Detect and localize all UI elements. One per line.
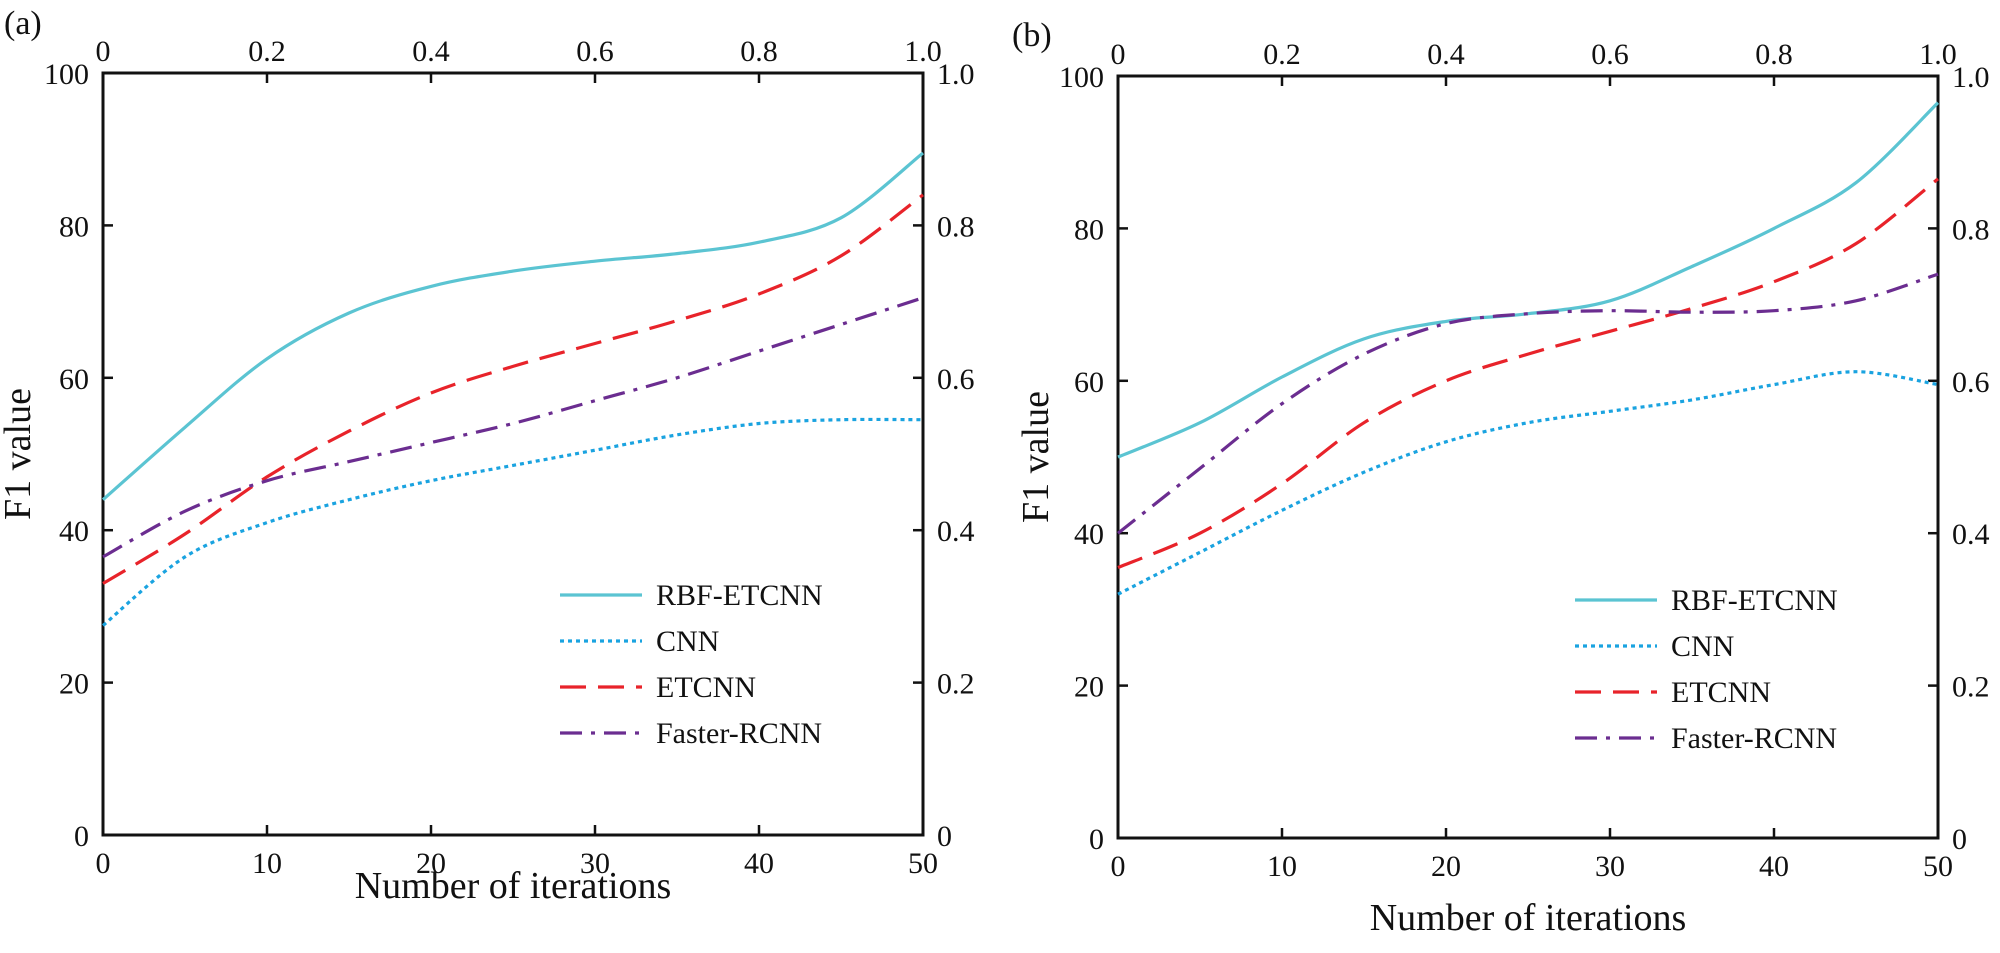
right-tick-label: 0.4: [937, 515, 975, 548]
top-tick-label: 0.4: [1427, 38, 1465, 71]
series-line-rbf-etcnn: [1117, 101, 1940, 459]
top-tick-label: 0.6: [1591, 38, 1629, 71]
y-axis-title: F1 value: [0, 388, 39, 520]
y-tick-label: 40: [1074, 518, 1104, 551]
y-tick-label: 20: [59, 668, 89, 701]
series-line-etcnn: [1117, 177, 1939, 569]
right-tick-label: 0.2: [937, 668, 975, 701]
right-tick-label: 0.8: [1952, 213, 1990, 246]
legend-label: ETCNN: [1671, 676, 1771, 709]
top-tick-label: 0.2: [1263, 38, 1301, 71]
panel-label: (a): [4, 5, 42, 42]
legend-label: ETCNN: [656, 671, 756, 704]
series-line-rbf-etcnn: [101, 151, 924, 501]
legend: RBF-ETCNN CNN ETCNN Faster-RCNN: [560, 579, 823, 750]
y-tick-label: 60: [59, 363, 89, 396]
y-tick-label: 80: [59, 210, 89, 243]
top-tick-label: 1.0: [1919, 38, 1957, 71]
right-tick-label: 0.2: [1952, 671, 1990, 704]
legend-label: RBF-ETCNN: [656, 579, 823, 612]
right-tick-label: 0.6: [1952, 366, 1990, 399]
top-tick-label: 0.8: [1755, 38, 1793, 71]
legend-label: Faster-RCNN: [1671, 722, 1837, 755]
top-tick-label: 0: [1111, 38, 1126, 71]
top-tick-label: 0.4: [412, 35, 450, 68]
x-tick-label: 0: [96, 847, 111, 880]
top-tick-label: 1.0: [904, 35, 942, 68]
y-tick-label: 80: [1074, 213, 1104, 246]
legend-label: CNN: [1671, 630, 1734, 663]
right-tick-label: 1.0: [1952, 61, 1990, 94]
x-tick-label: 40: [1759, 850, 1789, 883]
top-tick-label: 0.6: [576, 35, 614, 68]
right-tick-label: 0.8: [937, 210, 975, 243]
x-tick-label: 0: [1111, 850, 1126, 883]
series-line-cnn: [101, 417, 924, 627]
y-tick-label: 40: [59, 515, 89, 548]
legend: RBF-ETCNN CNN ETCNN Faster-RCNN: [1575, 584, 1838, 755]
x-tick-label: 40: [744, 847, 774, 880]
legend-label: Faster-RCNN: [656, 717, 822, 750]
legend-label: CNN: [656, 625, 719, 658]
x-tick-label: 30: [1595, 850, 1625, 883]
x-tick-label: 10: [1267, 850, 1297, 883]
x-axis-title: Number of iterations: [1370, 897, 1687, 939]
right-tick-label: 0: [937, 820, 952, 853]
x-tick-label: 20: [416, 847, 446, 880]
right-tick-label: 1.0: [937, 58, 975, 91]
x-tick-label: 50: [1923, 850, 1953, 883]
right-tick-label: 0.4: [1952, 518, 1990, 551]
panel-label: (b): [1012, 17, 1052, 54]
x-tick-label: 10: [252, 847, 282, 880]
y-tick-label: 0: [74, 820, 89, 853]
x-tick-label: 30: [580, 847, 610, 880]
top-tick-label: 0.8: [740, 35, 778, 68]
y-tick-label: 60: [1074, 366, 1104, 399]
plot-frame: [101, 71, 925, 837]
right-tick-label: 0: [1952, 823, 1967, 856]
x-axis-title: Number of iterations: [355, 865, 672, 907]
series-line-cnn: [1117, 370, 1939, 596]
top-tick-label: 0: [96, 35, 111, 68]
y-axis-title: F1 value: [1015, 391, 1057, 523]
y-tick-label: 0: [1089, 823, 1104, 856]
y-tick-label: 100: [44, 58, 89, 91]
right-tick-label: 0.6: [937, 363, 975, 396]
series-line-faster-rcnn: [102, 296, 924, 559]
y-tick-label: 20: [1074, 671, 1104, 704]
top-tick-label: 0.2: [248, 35, 286, 68]
legend-label: RBF-ETCNN: [1671, 584, 1838, 617]
series-line-etcnn: [102, 193, 924, 585]
series-line-faster-rcnn: [1117, 272, 1939, 535]
y-tick-label: 100: [1059, 61, 1104, 94]
x-tick-label: 50: [908, 847, 938, 880]
x-tick-label: 20: [1431, 850, 1461, 883]
